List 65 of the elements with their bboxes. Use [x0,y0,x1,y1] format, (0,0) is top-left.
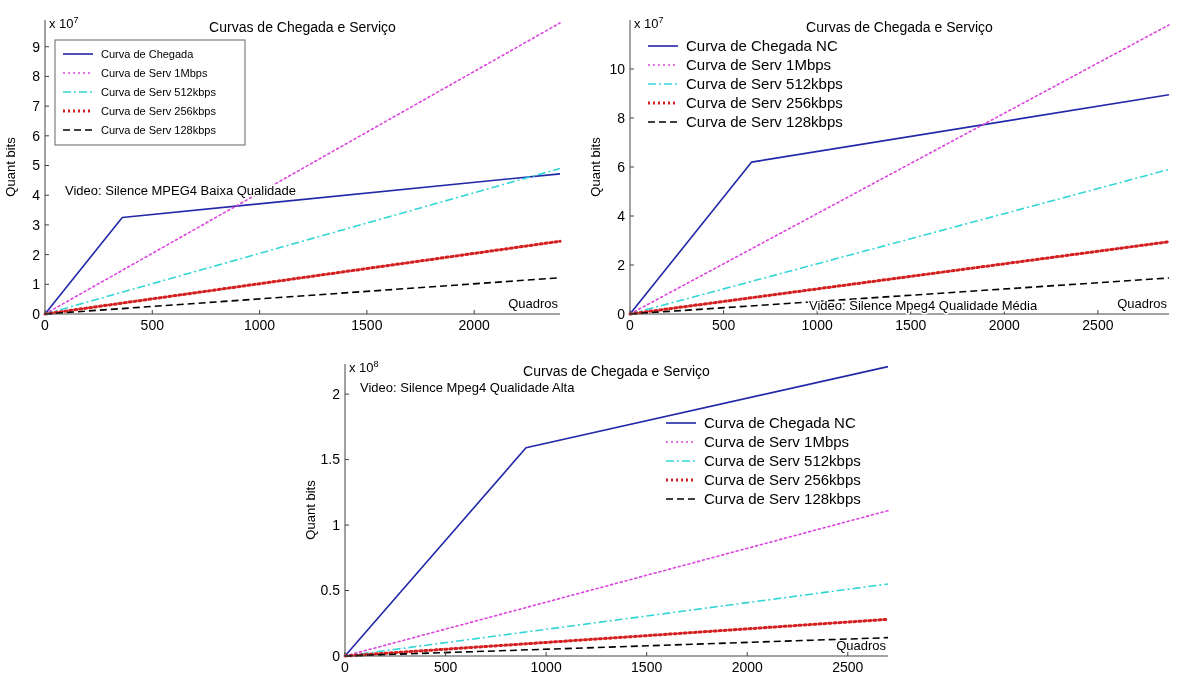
annotation: x 10$^{7}$ [634,15,664,31]
y-tick-label: 3 [32,216,41,233]
y-tick-label: 2 [32,246,41,263]
x-axis-title: Quadros [836,638,887,653]
legend-label: Curva de Serv 1Mbps [101,66,208,79]
annotation: x 10$^{8}$ [349,359,379,375]
legend-label: Curva de Serv 1Mbps [704,433,850,451]
legend-label: Curva de Serv 128kbps [686,113,843,131]
x-tick-label: 500 [140,317,165,333]
annotation: Video: Silence MPEG4 Baixa Qualidade [65,183,297,198]
x-tick-label: 2000 [731,659,763,675]
y-tick-label: 5 [32,157,41,174]
y-tick-label: 6 [617,158,626,175]
y-axis-title: Quant bits [588,136,603,197]
x-tick-label: 1000 [801,317,833,333]
y-tick-label: 10 [609,60,626,77]
legend-label: Curva de Serv 1Mbps [686,56,832,74]
x-tick-label: 1500 [895,317,927,333]
y-tick-label: 2 [332,386,341,403]
y-tick-label: 9 [32,38,41,55]
y-tick-label: 0 [332,647,341,664]
y-tick-label: 4 [32,187,41,204]
legend-label: Curva de Serv 512kbps [686,75,843,93]
legend-label: Curva de Serv 256kbps [101,104,217,117]
annotation: Video: Silence Mpeg4 Qualidade Alta [360,380,576,395]
y-tick-label: 0 [32,305,41,322]
x-tick-label: 2500 [832,659,864,675]
y-tick-label: 4 [617,207,626,224]
x-tick-label: 500 [711,317,736,333]
y-tick-label: 0.5 [320,582,341,599]
y-tick-label: 6 [32,127,41,144]
annotation: x 10$^{7}$ [49,15,79,31]
x-tick-label: 500 [433,659,458,675]
chart-title: Curvas de Chegada e Serviço [209,19,397,35]
chart-title: Curvas de Chegada e Serviço [523,363,711,379]
x-tick-label: 2000 [458,317,490,333]
x-tick-label: 1000 [244,317,276,333]
legend-label: Curva de Serv 128kbps [704,490,861,508]
x-tick-label: 2500 [1082,317,1114,333]
legend-label: Curva de Chegada [101,47,195,60]
x-axis-title: Quadros [1117,296,1168,311]
x-tick-label: 1000 [530,659,562,675]
y-tick-label: 1 [332,516,341,533]
y-tick-label: 0 [617,305,626,322]
y-tick-label: 8 [32,68,41,85]
legend-label: Curva de Serv 256kbps [704,471,861,489]
y-tick-label: 7 [32,98,41,115]
y-tick-label: 1 [32,276,41,293]
y-axis-title: Quant bits [3,136,18,197]
legend-label: Curva de Serv 512kbps [101,85,217,98]
x-tick-label: 1500 [631,659,663,675]
legend-label: Curva de Serv 128kbps [101,123,217,136]
y-tick-label: 1.5 [320,451,341,468]
y-tick-label: 8 [617,109,626,126]
y-axis-title: Quant bits [303,479,318,540]
chart-title: Curvas de Chegada e Serviço [806,19,994,35]
x-axis-title: Quadros [508,296,559,311]
annotation: Video: Silence Mpeg4 Qualidade Média [809,298,1038,313]
legend-label: Curva de Serv 512kbps [704,452,861,470]
y-tick-label: 2 [617,256,626,273]
x-tick-label: 2000 [988,317,1021,333]
x-tick-label: 1500 [351,317,383,333]
legend-label: Curva de Serv 256kbps [686,94,843,112]
legend-label: Curva de Chegada NC [686,37,838,55]
legend-label: Curva de Chegada NC [704,414,856,432]
